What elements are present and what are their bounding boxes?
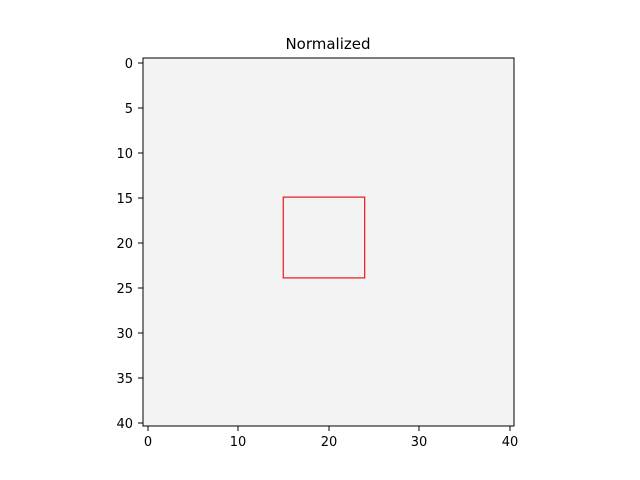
- text-line-2: d. And: [100, 188, 434, 302]
- text-line-1: wo of: [142, 70, 426, 184]
- y-tick-label: 40: [116, 417, 133, 432]
- x-tick-label: 20: [321, 435, 338, 450]
- text-line-3: hird-ra: [130, 305, 479, 419]
- x-tick-label: 0: [144, 435, 152, 450]
- y-axis: 0 5 10 15 20 25 30 35 40: [116, 57, 143, 432]
- y-tick-label: 0: [125, 57, 133, 72]
- y-tick-label: 35: [116, 372, 133, 387]
- x-axis: 0 10 20 30 40: [144, 426, 518, 450]
- x-tick-label: 10: [230, 435, 247, 450]
- y-tick-label: 5: [125, 102, 133, 117]
- x-tick-label: 40: [502, 435, 519, 450]
- y-tick-label: 30: [116, 327, 133, 342]
- plot-title: Normalized: [285, 35, 370, 53]
- y-tick-label: 15: [116, 192, 133, 207]
- y-tick-label: 20: [116, 237, 133, 252]
- x-tick-label: 30: [411, 435, 428, 450]
- y-tick-label: 10: [116, 147, 133, 162]
- scanned-text-image: wo of d. And hird-ra: [100, 58, 514, 426]
- highlight-box: [282, 196, 366, 279]
- y-tick-label: 25: [116, 282, 133, 297]
- image-panel: wo of d. And hird-ra: [100, 58, 514, 426]
